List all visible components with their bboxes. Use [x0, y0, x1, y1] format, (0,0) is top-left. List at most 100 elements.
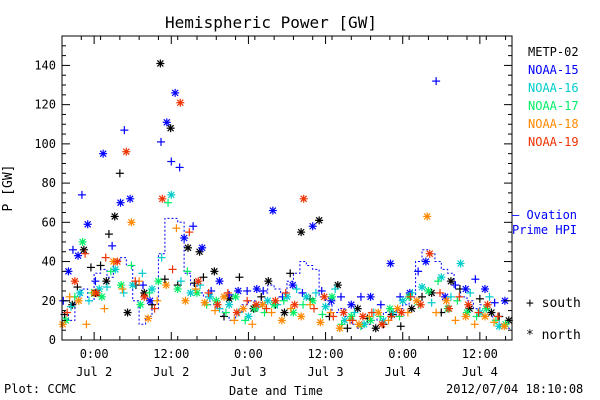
north-star-mark — [398, 309, 405, 316]
data-point-4-20 — [239, 304, 248, 313]
data-point-5-30 — [348, 316, 357, 325]
north-star-mark — [128, 218, 135, 226]
data-point-4-18 — [220, 292, 228, 301]
north-star-mark — [232, 293, 239, 301]
data-point-1-14 — [157, 137, 165, 146]
data-point-2-4 — [103, 283, 111, 292]
data-point-0-15 — [156, 59, 165, 68]
data-point-5-29 — [339, 308, 348, 317]
legend-entry-noaa-18: NOAA-18 — [528, 117, 579, 131]
north-star-mark — [201, 299, 209, 307]
data-point-0-9 — [110, 212, 119, 221]
north-star-mark — [272, 297, 279, 305]
north-star-mark — [426, 250, 434, 258]
north-star-mark — [367, 316, 374, 324]
north-star-mark — [297, 313, 305, 320]
data-point-2-38 — [427, 298, 436, 307]
north-star-mark — [380, 316, 387, 324]
north-star-mark — [251, 305, 259, 313]
north-star-mark — [98, 293, 106, 301]
data-point-1-37 — [347, 300, 356, 309]
data-point-0-31 — [280, 308, 289, 317]
data-point-1-39 — [366, 292, 375, 301]
data-point-4-44 — [470, 320, 479, 329]
data-points-layer — [58, 59, 513, 333]
data-point-5-23 — [281, 288, 290, 297]
data-point-4-28 — [316, 318, 325, 327]
north-star-mark — [336, 324, 344, 332]
legend-entry-noaa-16: NOAA-16 — [528, 81, 579, 95]
data-point-0-46 — [418, 292, 426, 301]
north-star-mark — [171, 89, 179, 97]
data-point-0-7 — [102, 277, 111, 286]
north-star-mark — [220, 293, 228, 301]
data-point-0-16 — [160, 275, 169, 284]
data-point-1-3 — [74, 251, 83, 260]
data-point-4-8 — [127, 218, 136, 227]
data-point-1-51 — [481, 285, 489, 294]
data-point-5-6 — [122, 147, 131, 156]
data-point-3-41 — [453, 296, 462, 305]
north-star-mark — [289, 281, 297, 289]
data-point-0-44 — [396, 322, 405, 331]
data-point-5-20 — [252, 300, 261, 309]
data-point-2-42 — [466, 288, 475, 297]
data-point-3-14 — [193, 288, 201, 297]
data-point-3-2 — [78, 237, 87, 246]
data-point-5-37 — [416, 300, 425, 309]
north-star-mark — [417, 301, 425, 309]
data-point-5-35 — [397, 308, 406, 317]
x-tick-date-label: Jul 3 — [308, 365, 344, 379]
data-point-2-28 — [331, 285, 340, 294]
data-point-5-15 — [204, 288, 213, 297]
north-star-mark — [111, 213, 119, 220]
north-star-mark — [253, 285, 261, 293]
x-tick-time-label: 0:00 — [80, 347, 109, 361]
data-point-5-17 — [223, 288, 232, 297]
north-star-mark — [481, 285, 489, 293]
data-point-0-4 — [86, 263, 95, 272]
data-point-0-53 — [487, 308, 496, 317]
north-star-mark — [495, 322, 503, 330]
data-point-3-23 — [279, 296, 288, 305]
data-point-2-2 — [85, 296, 93, 305]
data-point-1-23 — [215, 277, 224, 286]
north-star-mark — [65, 267, 72, 275]
north-star-mark — [437, 273, 445, 281]
data-point-4-19 — [230, 316, 239, 325]
data-point-4-47 — [500, 322, 509, 331]
north-star-mark — [445, 305, 453, 313]
data-point-5-31 — [358, 312, 367, 321]
data-point-4-42 — [451, 316, 460, 325]
north-star-mark — [354, 305, 362, 313]
data-point-4-30 — [335, 324, 344, 333]
north-star-mark — [372, 324, 380, 332]
north-star-mark — [84, 220, 92, 228]
data-point-5-18 — [232, 308, 241, 317]
x-axis-label: Date and Time — [229, 384, 323, 398]
data-point-1-27 — [252, 285, 261, 294]
x-tick-date-label: Jul 2 — [153, 365, 189, 379]
north-star-mark — [259, 301, 266, 309]
data-point-1-6 — [91, 277, 100, 286]
north-star-mark — [394, 305, 401, 313]
north-star-mark — [140, 293, 148, 301]
x-tick-date-label: Jul 4 — [385, 365, 421, 379]
data-point-2-35 — [398, 296, 407, 305]
data-point-2-21 — [263, 296, 272, 305]
data-point-5-12 — [176, 98, 185, 107]
north-star-mark — [180, 234, 188, 242]
data-point-3-13 — [183, 267, 192, 276]
data-point-1-28 — [259, 286, 268, 295]
data-point-3-21 — [260, 308, 269, 317]
data-point-4-14 — [181, 296, 190, 305]
north-star-mark — [408, 305, 416, 313]
north-star-mark — [309, 222, 317, 230]
y-tick-label: 20 — [42, 294, 56, 308]
north-star-mark — [359, 313, 367, 320]
data-point-2-44 — [485, 292, 494, 301]
x-tick-time-label: 12:00 — [462, 347, 498, 361]
data-point-2-1 — [76, 288, 84, 297]
legend-entry-metp-02: METP-02 — [528, 45, 579, 59]
data-point-1-12 — [139, 281, 147, 290]
